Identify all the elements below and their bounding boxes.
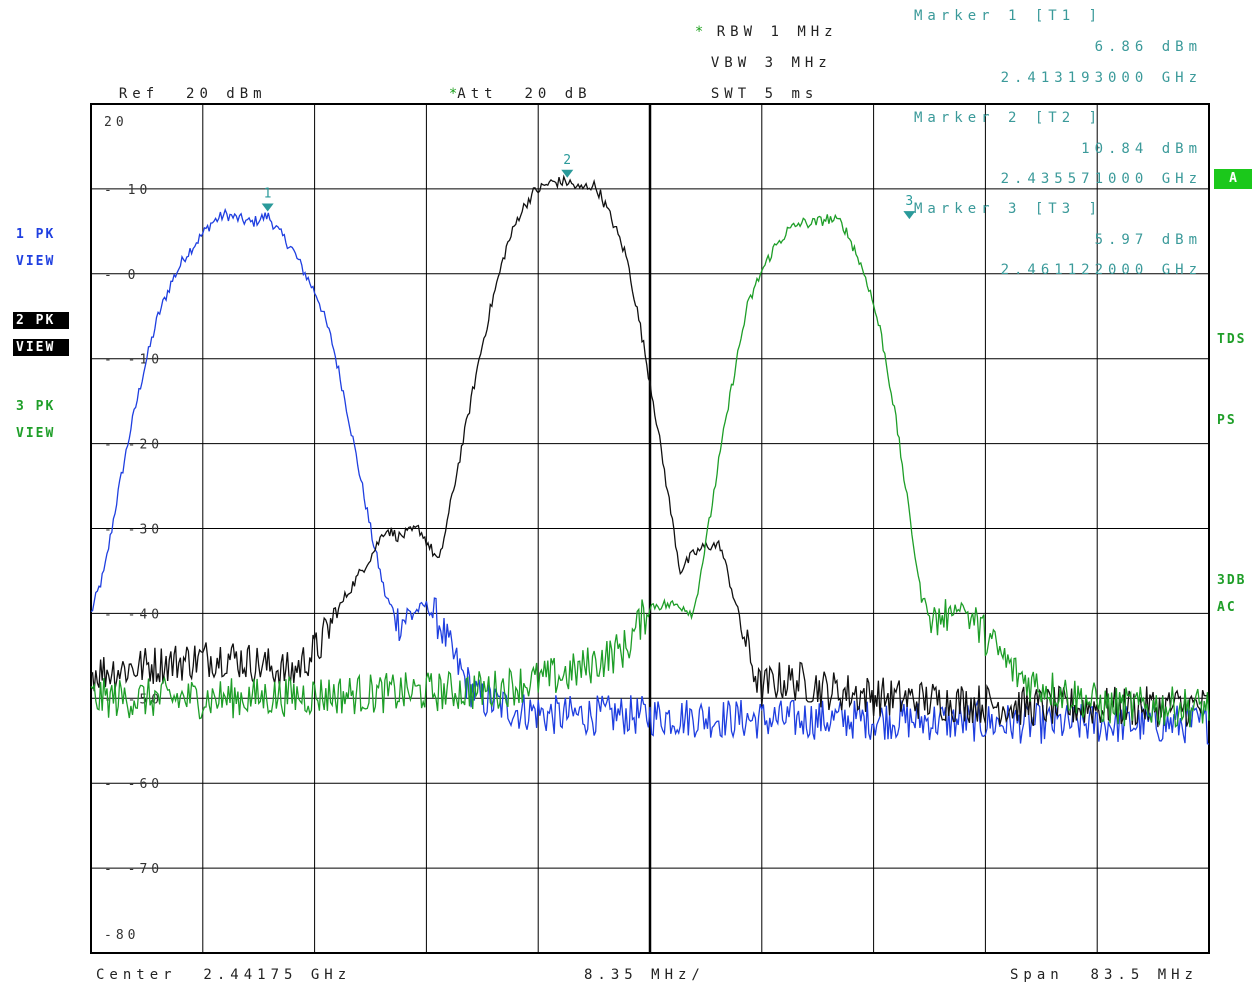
y-tick-labels: 20- 10- 0- -10- -20- -30- -40- -50- -60-… bbox=[104, 115, 163, 943]
marker-1-freq: 2.413193000 GHz bbox=[1000, 70, 1202, 86]
marker-2-title: Marker 2 [T2 ] bbox=[914, 110, 1103, 126]
tds-label: TDS bbox=[1217, 332, 1247, 347]
y-tick-label: - 0 bbox=[104, 268, 139, 283]
ref-readout: Ref 20 dBm bbox=[92, 70, 267, 102]
marker-3-freq: 2.461122000 GHz bbox=[1000, 262, 1202, 278]
y-tick-label: - 10 bbox=[104, 183, 151, 198]
marker-3-level: 5.97 dBm bbox=[1094, 232, 1202, 248]
rbw-value: 1 MHz bbox=[770, 24, 838, 40]
marker-3-number: 3 bbox=[905, 194, 913, 209]
span-readout: Span 83.5 MHz bbox=[1009, 967, 1198, 983]
y-tick-label: - -30 bbox=[104, 523, 163, 538]
trace-2-view[interactable]: VIEW bbox=[13, 339, 69, 356]
trace-3-line bbox=[90, 213, 1210, 728]
vbw-label: VBW bbox=[710, 55, 752, 71]
center-frequency: Center 2.44175 GHz bbox=[96, 967, 352, 983]
3db-label: 3DB bbox=[1217, 573, 1247, 588]
ref-value: 20 dBm bbox=[186, 86, 267, 102]
marker-3-title: Marker 3 [T3 ] bbox=[914, 201, 1103, 217]
rbw-label: RBW bbox=[716, 24, 758, 40]
y-tick-label: - -60 bbox=[104, 777, 163, 792]
vbw-readout: VBW 3 MHz bbox=[684, 39, 832, 71]
y-tick-label: 20 bbox=[104, 115, 128, 130]
att-label: Att bbox=[457, 86, 498, 102]
att-star: * bbox=[448, 86, 458, 102]
swt-readout: SWT 5 ms bbox=[684, 70, 818, 102]
trace-2-pk[interactable]: 2 PK bbox=[13, 312, 69, 329]
trace-1-pk[interactable]: 1 PK bbox=[16, 227, 56, 242]
y-tick-label: - -40 bbox=[104, 607, 163, 622]
trace-1-line bbox=[90, 207, 1210, 745]
marker-2-level: 10.84 dBm bbox=[1081, 141, 1202, 157]
swt-label: SWT bbox=[710, 86, 752, 102]
marker-2-number: 2 bbox=[563, 153, 571, 168]
trace-3-pk[interactable]: 3 PK bbox=[16, 399, 56, 414]
trace-2-line bbox=[90, 174, 1210, 728]
trace-1-view[interactable]: VIEW bbox=[16, 254, 56, 269]
y-tick-label: - -70 bbox=[104, 862, 163, 877]
marker-symbols: 1 2 3 bbox=[261, 153, 916, 220]
y-tick-label: - -10 bbox=[104, 353, 163, 368]
vbw-value: 3 MHz bbox=[764, 55, 832, 71]
per-division: 8.35 MHz/ bbox=[584, 967, 705, 983]
y-tick-label: - -20 bbox=[104, 438, 163, 453]
marker-2-triangle bbox=[561, 169, 574, 178]
marker-2-freq: 2.435571000 GHz bbox=[1000, 171, 1202, 187]
marker-1-triangle bbox=[261, 203, 274, 212]
ref-label: Ref bbox=[118, 86, 160, 102]
trace-3-view[interactable]: VIEW bbox=[16, 426, 56, 441]
marker-3-triangle bbox=[903, 211, 916, 220]
ps-label: PS bbox=[1217, 413, 1237, 428]
traces bbox=[90, 174, 1210, 745]
ac-label: AC bbox=[1217, 600, 1237, 615]
att-value: 20 dB bbox=[524, 86, 592, 102]
marker-1-title: Marker 1 [T1 ] bbox=[914, 8, 1103, 24]
grid bbox=[90, 103, 1210, 954]
rbw-readout: * RBW 1 MHz bbox=[668, 8, 838, 40]
marker-1-number: 1 bbox=[264, 187, 272, 202]
a-badge: A bbox=[1214, 169, 1252, 189]
marker-1-level: 6.86 dBm bbox=[1094, 39, 1202, 55]
rbw-star: * bbox=[694, 24, 704, 40]
swt-value: 5 ms bbox=[764, 86, 819, 102]
att-readout: *Att 20 dB bbox=[422, 70, 592, 102]
y-tick-label: -80 bbox=[104, 928, 139, 943]
